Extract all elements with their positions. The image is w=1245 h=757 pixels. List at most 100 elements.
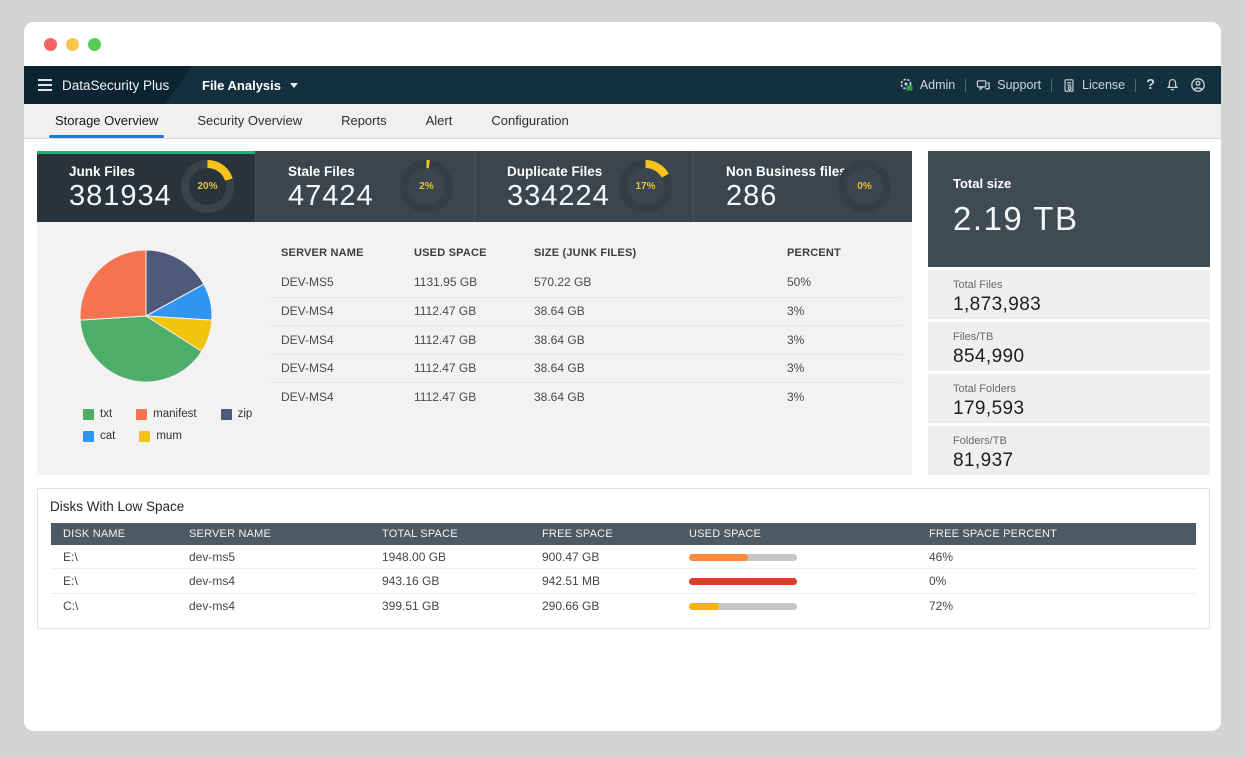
free-space-cell: 900.47 GB — [530, 550, 677, 564]
stat-cards-row: Junk Files38193420%Stale Files474242%Dup… — [37, 151, 912, 222]
pie-slice-manifest[interactable] — [80, 250, 146, 320]
junk-table-row: DEV-MS41112.47 GB38.64 GB3% — [270, 325, 902, 354]
percent-donut-gauge: 20% — [181, 160, 234, 213]
disk-col-total-space: TOTAL SPACE — [370, 528, 530, 540]
gear-admin-icon — [898, 77, 914, 93]
legend-label: txt — [100, 408, 112, 420]
tab-alert[interactable]: Alert — [420, 113, 459, 138]
summary-stat-value: 179,593 — [953, 398, 1210, 420]
tab-security-overview[interactable]: Security Overview — [191, 113, 308, 138]
legend-row: cat mum — [83, 430, 252, 442]
nav-divider — [1135, 79, 1136, 92]
donut-percent-label: 17% — [627, 168, 664, 205]
summary-stat-label: Total Files — [953, 279, 1210, 291]
junk-cell: 38.64 GB — [523, 304, 776, 318]
disk-table-row: E:\dev-ms51948.00 GB900.47 GB46% — [51, 545, 1196, 569]
total-space-cell: 399.51 GB — [370, 599, 530, 613]
nav-support-label: Support — [997, 78, 1041, 92]
summary-stat-value: 854,990 — [953, 346, 1210, 368]
maximize-window-dot[interactable] — [88, 38, 101, 51]
junk-table-row: DEV-MS41112.47 GB38.64 GB3% — [270, 297, 902, 326]
minimize-window-dot[interactable] — [66, 38, 79, 51]
junk-cell: DEV-MS4 — [270, 361, 403, 375]
disk-col-used-space: USED SPACE — [677, 528, 917, 540]
legend-item-mum[interactable]: mum — [139, 430, 182, 442]
legend-label: manifest — [153, 408, 196, 420]
junk-cell: 1112.47 GB — [403, 333, 523, 347]
legend-item-manifest[interactable]: manifest — [136, 408, 196, 420]
total-space-cell: 1948.00 GB — [370, 550, 530, 564]
junk-cell: 1112.47 GB — [403, 304, 523, 318]
nav-support-link[interactable]: Support — [976, 78, 1041, 93]
legend-item-txt[interactable]: txt — [83, 408, 112, 420]
nav-license-label: License — [1082, 78, 1125, 92]
junk-table-header: SERVER NAMEUSED SPACESIZE (JUNK FILES)PE… — [270, 238, 902, 268]
nav-license-link[interactable]: License — [1062, 78, 1125, 93]
hamburger-menu-icon[interactable] — [38, 79, 52, 91]
app-window: DataSecurity Plus File Analysis AdminSup… — [24, 22, 1221, 731]
module-switcher[interactable]: File Analysis — [202, 78, 298, 93]
server-name-cell: dev-ms4 — [177, 574, 370, 588]
legend-item-cat[interactable]: cat — [83, 430, 115, 442]
stat-card-non-business-files[interactable]: Non Business files2860% — [693, 151, 912, 222]
close-window-dot[interactable] — [44, 38, 57, 51]
legend-swatch — [139, 431, 150, 442]
help-icon[interactable]: ? — [1146, 77, 1155, 93]
junk-col-used-space: USED SPACE — [403, 247, 523, 259]
free-space-percent-cell: 72% — [917, 599, 1196, 613]
junk-table-body: DEV-MS51131.95 GB570.22 GB50%DEV-MS41112… — [270, 268, 902, 411]
legend-swatch — [221, 409, 232, 420]
stat-card-junk-files[interactable]: Junk Files38193420% — [37, 151, 255, 222]
used-space-bar-cell — [677, 599, 917, 613]
junk-cell: 38.64 GB — [523, 390, 776, 404]
summary-stat-label: Total Folders — [953, 383, 1210, 395]
disk-name-cell: E:\ — [51, 574, 177, 588]
used-space-bar-cell — [677, 574, 917, 588]
tab-reports[interactable]: Reports — [335, 113, 393, 138]
legend-label: zip — [238, 408, 253, 420]
summary-stat-total-folders: Total Folders 179,593 — [928, 374, 1210, 423]
used-space-bar-fill — [689, 603, 719, 610]
used-space-bar-track — [689, 554, 797, 561]
nav-admin-label: Admin — [920, 78, 955, 92]
disk-name-cell: E:\ — [51, 550, 177, 564]
legend-swatch — [136, 409, 147, 420]
stat-card-duplicate-files[interactable]: Duplicate Files33422417% — [474, 151, 693, 222]
chevron-down-icon — [290, 83, 298, 88]
disk-col-disk-name: DISK NAME — [51, 528, 177, 540]
server-name-cell: dev-ms5 — [177, 550, 370, 564]
legend-item-zip[interactable]: zip — [221, 408, 253, 420]
tab-storage-overview[interactable]: Storage Overview — [49, 113, 164, 138]
disks-panel-title: Disks With Low Space — [50, 499, 1209, 514]
navbar-actions: Admin Support License? — [898, 77, 1221, 93]
chat-icon — [976, 78, 991, 93]
disks-table-body: E:\dev-ms51948.00 GB900.47 GB46%E:\dev-m… — [51, 545, 1196, 618]
free-space-percent-cell: 0% — [917, 574, 1196, 588]
used-space-bar-fill — [689, 578, 797, 585]
disk-name-cell: C:\ — [51, 599, 177, 613]
summary-stat-value: 81,937 — [953, 450, 1210, 472]
free-space-cell: 290.66 GB — [530, 599, 677, 613]
junk-files-panel: Junk Files38193420%Stale Files474242%Dup… — [37, 151, 912, 475]
junk-files-table: SERVER NAMEUSED SPACESIZE (JUNK FILES)PE… — [270, 238, 902, 411]
summary-stat-label: Folders/TB — [953, 435, 1210, 447]
junk-cell: 1112.47 GB — [403, 361, 523, 375]
junk-table-row: DEV-MS41112.47 GB38.64 GB3% — [270, 382, 902, 411]
junk-cell: 38.64 GB — [523, 333, 776, 347]
file-types-pie-chart — [77, 247, 215, 385]
total-size-card: Total size 2.19 TB — [928, 151, 1210, 267]
total-size-label: Total size — [953, 176, 1210, 191]
junk-cell: 1112.47 GB — [403, 390, 523, 404]
nav-admin-link[interactable]: Admin — [898, 77, 955, 93]
used-space-bar-track — [689, 603, 797, 610]
tab-configuration[interactable]: Configuration — [485, 113, 574, 138]
bell-icon[interactable] — [1165, 77, 1180, 93]
donut-percent-label: 0% — [846, 168, 883, 205]
summary-stat-label: Files/TB — [953, 331, 1210, 343]
junk-files-detail: txt manifest zip cat mum SERVER NAMEUSED SPA… — [37, 222, 912, 475]
user-icon[interactable] — [1190, 77, 1206, 93]
nav-divider — [965, 79, 966, 92]
legend-row: txt manifest zip — [83, 408, 252, 420]
junk-col-server-name: SERVER NAME — [270, 247, 403, 259]
stat-card-stale-files[interactable]: Stale Files474242% — [255, 151, 474, 222]
